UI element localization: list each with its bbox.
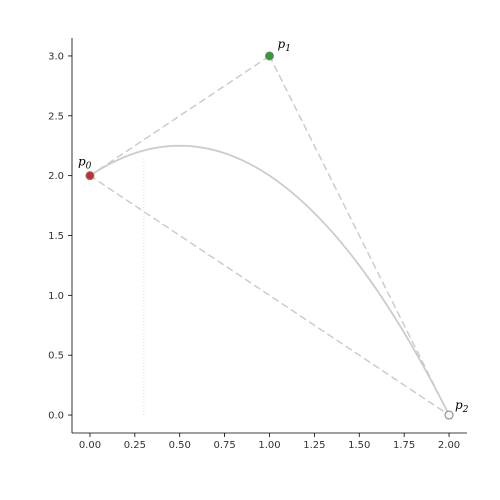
x-tick-label: 1.50	[348, 440, 370, 451]
x-tick-label: 1.25	[303, 440, 325, 451]
y-tick-label: 2.0	[48, 171, 64, 182]
y-tick-label: 0.0	[48, 411, 64, 422]
control-point-p1	[266, 52, 274, 60]
y-tick-label: 3.0	[48, 51, 64, 62]
x-tick-label: 0.25	[124, 440, 146, 451]
x-tick-label: 1.75	[393, 440, 415, 451]
x-tick-label: 1.00	[258, 440, 280, 451]
x-tick-label: 2.00	[438, 440, 460, 451]
x-tick-label: 0.50	[169, 440, 191, 451]
y-tick-label: 0.5	[48, 351, 64, 362]
x-tick-label: 0.75	[213, 440, 235, 451]
chart-bg	[0, 0, 500, 500]
y-tick-label: 2.5	[48, 111, 64, 122]
bezier-chart: 0.00 0.25 0.50 0.75 1.00 1.25 1.50 1.75 2.00 0.0 0…	[0, 0, 500, 500]
x-tick-label: 0.00	[79, 440, 101, 451]
control-point-p0	[86, 172, 94, 180]
chart-svg: 0.00 0.25 0.50 0.75 1.00 1.25 1.50 1.75 2.00 0.0 0…	[0, 0, 500, 500]
y-tick-label: 1.0	[48, 291, 64, 302]
control-point-p2	[445, 411, 453, 419]
y-tick-label: 1.5	[48, 231, 64, 242]
